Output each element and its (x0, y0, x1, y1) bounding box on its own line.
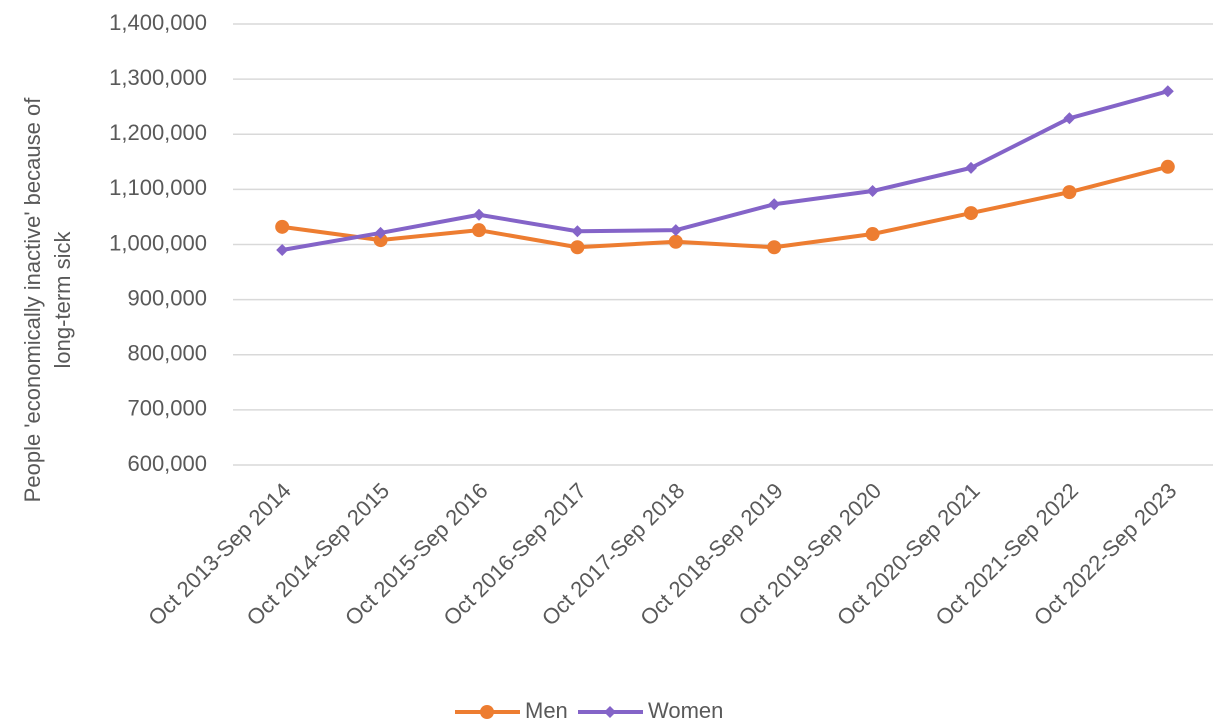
y-tick-label: 700,000 (127, 396, 207, 421)
data-point (767, 240, 782, 255)
legend-label: Women (648, 698, 723, 723)
data-point (570, 240, 585, 255)
y-tick-label: 1,100,000 (109, 175, 207, 200)
data-point (669, 224, 682, 237)
legend-marker (604, 706, 616, 718)
y-tick-label: 1,200,000 (109, 120, 207, 145)
data-point (866, 185, 879, 198)
data-point (964, 206, 978, 221)
data-point (276, 244, 289, 257)
data-point (472, 223, 486, 238)
y-tick-label: 1,400,000 (109, 10, 207, 35)
data-point (768, 198, 781, 211)
data-point (1062, 185, 1077, 200)
series-line (281, 164, 1169, 250)
y-axis-label: People 'economically inactive' because o… (20, 97, 45, 503)
data-point (275, 219, 290, 234)
data-point (1160, 159, 1175, 174)
data-point (865, 227, 880, 242)
y-tick-label: 900,000 (127, 285, 207, 310)
data-point (1161, 85, 1174, 98)
y-tick-label: 800,000 (127, 341, 207, 366)
data-point (668, 234, 683, 249)
data-point (965, 161, 977, 174)
y-tick-label: 1,300,000 (109, 65, 207, 90)
data-point (373, 233, 388, 248)
y-tick-label: 1,000,000 (109, 230, 207, 255)
y-tick-label: 600,000 (127, 451, 207, 476)
data-point (571, 225, 584, 238)
data-point (473, 208, 485, 221)
data-point (1063, 112, 1076, 125)
y-axis-label: long-term sick (50, 231, 75, 369)
legend-label: Men (525, 698, 568, 723)
data-point (374, 226, 387, 239)
legend-marker (480, 705, 494, 719)
series-line (281, 89, 1169, 252)
